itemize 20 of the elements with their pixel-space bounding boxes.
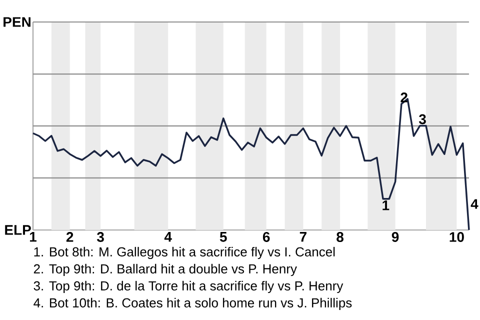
x-tick-label: 6 xyxy=(262,232,270,242)
annotation: 3 xyxy=(418,114,426,124)
x-tick-label: 1 xyxy=(30,232,36,242)
text: 2. Top 9th: D. Ballard hit a double vs P. Henry xyxy=(34,264,297,276)
x-tick-label: 2 xyxy=(66,232,74,242)
x-tick-label: 3 xyxy=(96,232,104,242)
text: 4. Bot 10th: B. Coates hit a solo home run vs J. Phillips xyxy=(34,298,352,310)
text: 1. Bot 8th: M. Gallegos hit a sacrifice fly vs I. Cancel xyxy=(34,246,335,260)
x-tick-label: 9 xyxy=(392,232,399,242)
x-tick-label: 7 xyxy=(300,232,306,242)
text: 3. Top 9th: D. de la Torre hit a sacrifice fly vs P. Henry xyxy=(34,280,344,294)
annotation: 1 xyxy=(382,200,390,210)
x-tick-label: 4 xyxy=(164,232,172,242)
annotation: 2 xyxy=(400,92,408,102)
x-tick-label: 10 xyxy=(450,232,464,242)
text: 4 xyxy=(470,199,478,209)
x-tick-label: 5 xyxy=(220,232,227,242)
text: ELP xyxy=(5,225,31,235)
x-tick-label: 8 xyxy=(336,232,344,242)
text: PEN xyxy=(4,17,30,27)
